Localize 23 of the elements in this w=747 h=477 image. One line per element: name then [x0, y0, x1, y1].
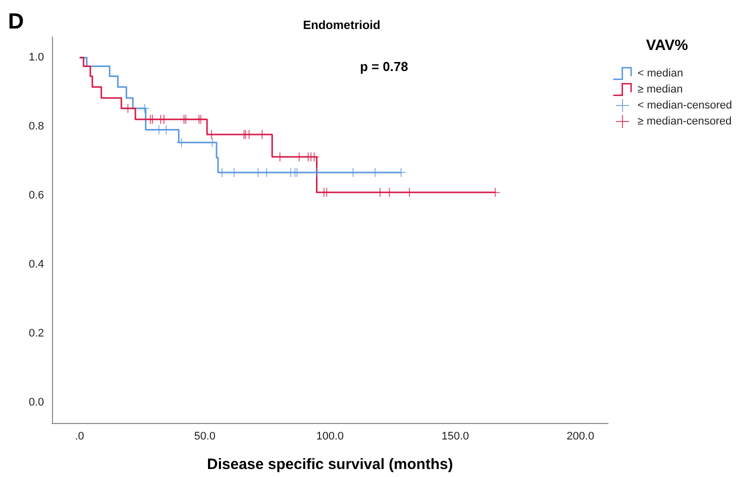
y-tick-label: 0.2 [28, 327, 44, 340]
legend-label: < median [638, 68, 684, 80]
point [159, 114, 168, 124]
y-tick-label: 0.8 [28, 120, 44, 133]
y-tick-label: 0.6 [28, 190, 44, 202]
x-tick-label: 100.0 [316, 430, 344, 442]
text: D [8, 8, 24, 34]
point [123, 104, 132, 113]
y-tick-label: 0.0 [28, 396, 44, 408]
x-tick-label: 200.0 [566, 430, 594, 442]
legend-label: ≥ median-censored [638, 116, 732, 128]
x-axis-title: Disease specific survival (months) [207, 456, 453, 473]
x-tick-label: .0 [74, 430, 84, 442]
legend-label: ≥ median [638, 84, 683, 96]
legend-label: < median-censored [638, 100, 732, 112]
y-tick-label: 0.4 [28, 258, 44, 270]
chart-title: Endometrioid [303, 18, 380, 32]
point [140, 104, 150, 113]
annotation: p = 0.78 [360, 59, 408, 74]
y-tick-label: 1.0 [28, 52, 44, 64]
x-tick-label: 150.0 [441, 430, 469, 442]
legend-title: VAV% [646, 37, 688, 54]
x-tick-label: 50.0 [194, 430, 216, 442]
